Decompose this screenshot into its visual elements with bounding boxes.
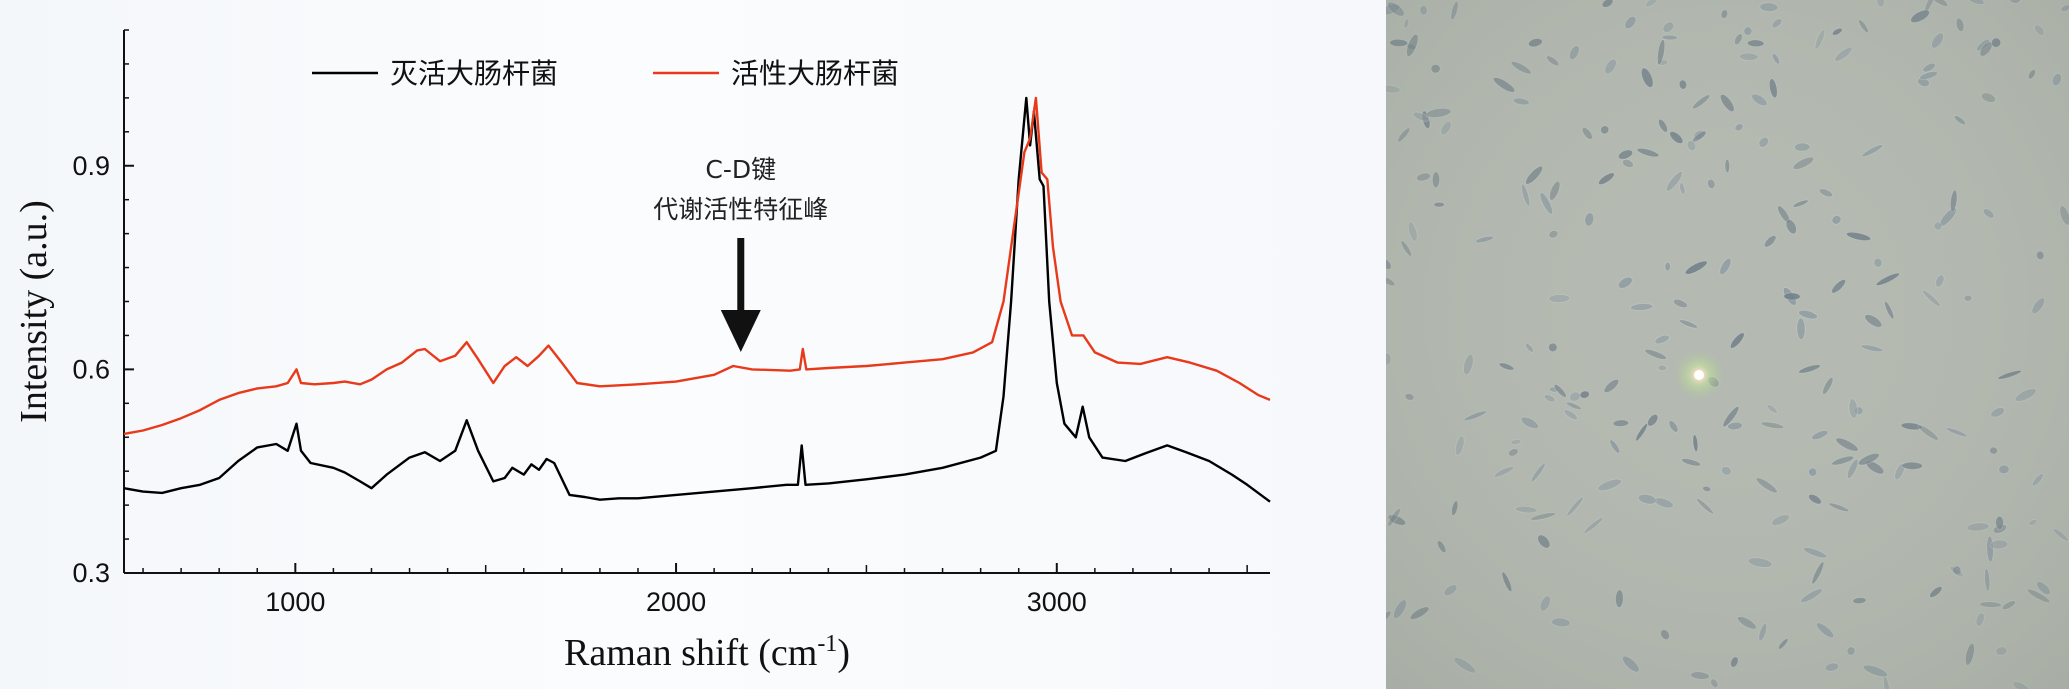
series-line-1 [123, 96, 1271, 503]
annotation-line-1: C-D键 [705, 155, 776, 184]
x-tick-label: 1000 [265, 587, 325, 617]
chart-svg: 1000 2000 3000 0.3 0.6 0.9 灭活大肠杆菌 活性大肠杆菌 C-D键 … [13, 29, 1271, 674]
x-axis-title-main: Raman shift (cm [564, 632, 817, 674]
annotation-arrow-head [720, 310, 761, 352]
legend-label-1: 灭活大肠杆菌 [390, 57, 558, 90]
x-axis-title-close: ) [837, 632, 850, 674]
microscope-image-svg [1386, 0, 2069, 689]
x-tick-label: 3000 [1027, 587, 1087, 617]
y-axis-title: Intensity (a.u.) [13, 200, 55, 423]
micro-vignette [1386, 0, 2069, 689]
chart-annotation: C-D键 代谢活性特征峰 [653, 155, 828, 352]
annotation-line-2: 代谢活性特征峰 [653, 195, 828, 224]
x-tick-label: 2000 [646, 587, 706, 617]
y-tick-label: 0.9 [72, 151, 110, 181]
legend-label-2: 活性大肠杆菌 [731, 57, 899, 90]
chart-series-layer [123, 96, 1271, 503]
microscope-image [1386, 0, 2069, 689]
chart-axes: 1000 2000 3000 0.3 0.6 0.9 [72, 29, 1270, 617]
chart-legend: 灭活大肠杆菌 活性大肠杆菌 [312, 57, 899, 90]
raman-spectrum-chart: 1000 2000 3000 0.3 0.6 0.9 灭活大肠杆菌 活性大肠杆菌 C-D键 … [0, 0, 1386, 689]
y-tick-label: 0.3 [72, 558, 110, 588]
laser-spot-center [1694, 370, 1704, 380]
y-tick-label: 0.6 [72, 354, 110, 384]
x-axis-title-superscript: -1 [817, 631, 837, 657]
x-axis-title: Raman shift (cm-1) [564, 631, 850, 674]
series-line-2 [123, 96, 1271, 436]
